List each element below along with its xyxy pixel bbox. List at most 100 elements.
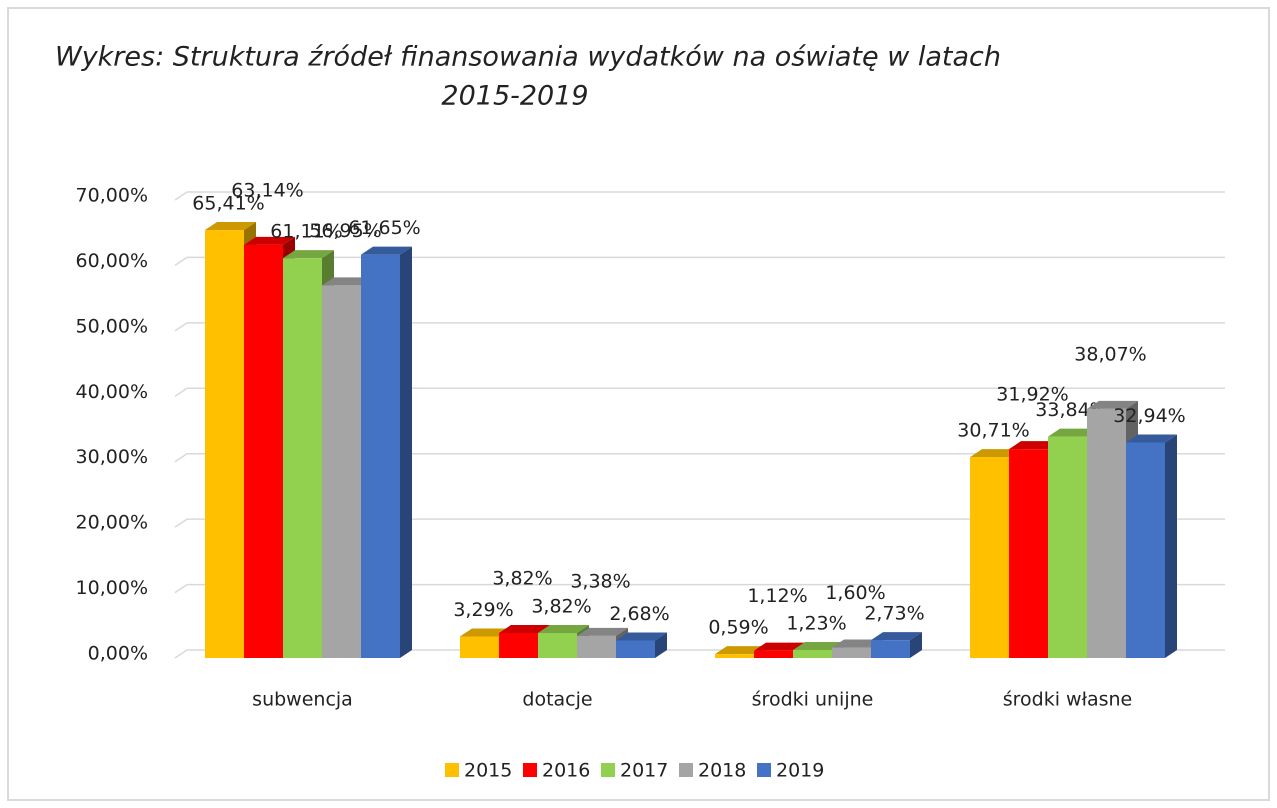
y-tick-label: 0,00% <box>88 643 148 665</box>
data-label: 38,07% <box>1074 343 1146 365</box>
legend-label: 2015 <box>464 760 512 782</box>
bar-face <box>970 457 1009 658</box>
bar-face <box>361 246 412 255</box>
bar-face <box>400 246 412 658</box>
grid-line <box>174 518 1225 528</box>
grid-line <box>174 191 1225 201</box>
y-tick-label: 40,00% <box>76 381 148 403</box>
y-tick-label: 50,00% <box>76 315 148 337</box>
bar-face <box>577 627 628 636</box>
bar-face <box>871 640 910 658</box>
bar-face <box>1087 408 1126 658</box>
legend-swatch <box>757 763 771 777</box>
data-label: 30,71% <box>957 420 1029 442</box>
grid-line <box>174 452 1225 463</box>
legend-swatch <box>445 763 459 777</box>
bar-face <box>832 639 883 648</box>
x-tick-label: dotacje <box>522 689 592 711</box>
bar-face <box>460 636 499 658</box>
bar-face <box>715 654 754 658</box>
legend-label: 2017 <box>620 760 668 782</box>
grid-line <box>174 583 1225 594</box>
data-label: 1,23% <box>786 612 846 634</box>
grid-line <box>174 322 1225 332</box>
bar-face <box>655 632 667 658</box>
bar-face <box>499 633 538 658</box>
bar-face <box>499 625 550 634</box>
bar-face <box>1048 436 1087 658</box>
data-label: 1,12% <box>747 585 807 607</box>
bar-face <box>1009 441 1060 450</box>
data-label: 31,92% <box>996 384 1068 406</box>
data-label: 3,38% <box>570 570 630 592</box>
bar <box>361 246 412 658</box>
bar-face <box>244 244 283 658</box>
bar-face <box>322 285 361 658</box>
bar-face <box>793 641 844 650</box>
bar-face <box>1165 434 1177 658</box>
bar-face <box>460 628 511 637</box>
legend-label: 2018 <box>698 760 746 782</box>
chart-title: 2015-2019 <box>441 81 588 112</box>
bar-face <box>1087 400 1138 409</box>
bar-face <box>616 632 667 641</box>
bar-face <box>244 236 295 245</box>
bar <box>538 625 589 658</box>
bar-face <box>793 649 832 658</box>
data-label: 1,60% <box>825 582 885 604</box>
data-label: 65,41% <box>192 193 264 215</box>
bar-face <box>322 277 373 286</box>
bar-face <box>970 449 1021 458</box>
grid-line <box>174 256 1225 267</box>
data-label: 3,82% <box>531 596 591 618</box>
data-label: 61,11% <box>270 221 342 243</box>
bar-face <box>1048 428 1099 437</box>
data-label: 63,14% <box>231 179 303 201</box>
bar-face <box>871 632 922 641</box>
chart-title: Wykres: Struktura źródeł finansowania wy… <box>55 42 1001 73</box>
x-tick-label: środki unijne <box>752 689 874 711</box>
y-tick-label: 20,00% <box>76 512 148 534</box>
bar-face <box>754 650 793 658</box>
bar-face <box>283 258 322 658</box>
legend-label: 2019 <box>776 760 824 782</box>
bar-face <box>1126 442 1165 658</box>
bar <box>871 632 922 658</box>
y-tick-label: 10,00% <box>76 577 148 599</box>
y-tick-label: 70,00% <box>76 185 148 207</box>
data-label: 2,73% <box>864 603 924 625</box>
x-tick-label: środki własne <box>1003 689 1133 711</box>
legend-swatch <box>601 763 615 777</box>
bar-face <box>283 250 334 259</box>
bar-face <box>205 230 244 658</box>
data-label: 56,95% <box>309 220 381 242</box>
bar-face <box>538 625 589 634</box>
bar-face <box>205 222 256 231</box>
data-label: 3,82% <box>492 568 552 590</box>
bar-face <box>754 642 805 651</box>
bar-face <box>616 640 655 658</box>
y-tick-label: 30,00% <box>76 446 148 468</box>
grid-line <box>174 387 1225 397</box>
legend-swatch <box>679 763 693 777</box>
bar-face <box>577 635 616 658</box>
x-tick-label: subwencja <box>252 689 353 711</box>
data-label: 32,94% <box>1113 405 1185 427</box>
bar-face <box>910 632 922 658</box>
bar-face <box>1126 434 1177 443</box>
data-label: 2,68% <box>609 603 669 625</box>
data-label: 0,59% <box>708 617 768 639</box>
bar-face <box>715 646 766 655</box>
bar-face <box>361 254 400 658</box>
data-label: 3,29% <box>453 599 513 621</box>
data-label: 61,65% <box>348 217 420 239</box>
bar-face <box>1009 449 1048 658</box>
y-tick-label: 60,00% <box>76 250 148 272</box>
bar-face <box>832 647 871 658</box>
bar-face <box>538 633 577 658</box>
legend-swatch <box>523 763 537 777</box>
bar <box>616 632 667 658</box>
bar <box>1126 434 1177 658</box>
legend-label: 2016 <box>542 760 590 782</box>
